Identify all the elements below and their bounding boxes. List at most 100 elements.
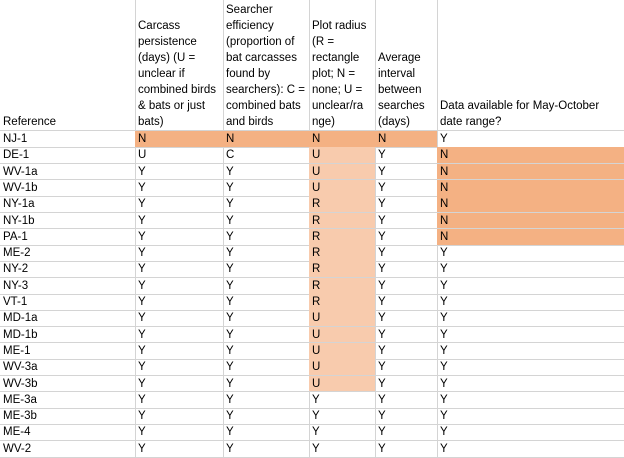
- data-available-cell[interactable]: Y: [440, 426, 448, 439]
- average-interval-cell[interactable]: Y: [378, 410, 386, 423]
- average-interval-cell[interactable]: Y: [378, 393, 386, 406]
- searcher-efficiency-cell[interactable]: Y: [226, 247, 234, 260]
- data-available-cell[interactable]: Y: [440, 361, 448, 374]
- data-available-cell[interactable]: N: [437, 179, 624, 197]
- searcher-efficiency-cell[interactable]: Y: [226, 279, 234, 292]
- plot-radius-cell[interactable]: U: [309, 326, 375, 343]
- average-interval-cell[interactable]: Y: [378, 198, 386, 211]
- plot-radius-cell[interactable]: N: [309, 131, 375, 148]
- plot-radius-cell[interactable]: Y: [312, 410, 320, 423]
- plot-radius-cell[interactable]: U: [309, 163, 375, 180]
- reference-cell[interactable]: WV-1b: [3, 181, 38, 194]
- average-interval-cell[interactable]: Y: [378, 328, 386, 341]
- data-available-cell[interactable]: Y: [440, 312, 448, 325]
- plot-radius-cell[interactable]: R: [309, 228, 375, 246]
- plot-radius-cell[interactable]: R: [309, 277, 375, 294]
- searcher-efficiency-cell[interactable]: Y: [226, 214, 234, 227]
- average-interval-cell[interactable]: Y: [378, 377, 386, 390]
- reference-cell[interactable]: PA-1: [3, 230, 28, 243]
- carcass-persistence-cell[interactable]: Y: [138, 247, 146, 260]
- searcher-efficiency-cell[interactable]: N: [223, 131, 309, 148]
- carcass-persistence-cell[interactable]: Y: [138, 426, 146, 439]
- searcher-efficiency-cell[interactable]: Y: [226, 181, 234, 194]
- average-interval-cell[interactable]: Y: [378, 230, 386, 243]
- searcher-efficiency-cell[interactable]: Y: [226, 198, 234, 211]
- average-interval-cell[interactable]: Y: [378, 279, 386, 292]
- carcass-persistence-cell[interactable]: Y: [138, 279, 146, 292]
- average-interval-cell[interactable]: Y: [378, 344, 386, 357]
- average-interval-cell[interactable]: Y: [378, 165, 386, 178]
- data-available-cell[interactable]: Y: [440, 393, 448, 406]
- plot-radius-cell[interactable]: R: [309, 261, 375, 278]
- header-plot-radius-cell[interactable]: Plot radius (R = rectangle plot; N = non…: [309, 0, 375, 130]
- data-available-cell[interactable]: Y: [440, 410, 448, 423]
- average-interval-cell[interactable]: Y: [378, 442, 386, 455]
- plot-radius-cell[interactable]: U: [309, 179, 375, 197]
- data-available-cell[interactable]: Y: [440, 377, 448, 390]
- average-interval-cell[interactable]: Y: [378, 214, 386, 227]
- header-searcher-efficiency-cell[interactable]: Searcher efficiency (proportion of bat c…: [223, 0, 309, 130]
- reference-cell[interactable]: NY-2: [3, 263, 29, 276]
- carcass-persistence-cell[interactable]: Y: [138, 296, 146, 308]
- reference-cell[interactable]: NY-1a: [3, 198, 35, 211]
- plot-radius-cell[interactable]: Y: [312, 426, 320, 439]
- carcass-persistence-cell[interactable]: Y: [138, 344, 146, 357]
- reference-cell[interactable]: NY-1b: [3, 214, 35, 227]
- average-interval-cell[interactable]: Y: [378, 149, 386, 162]
- reference-cell[interactable]: ME-2: [3, 247, 31, 260]
- searcher-efficiency-cell[interactable]: Y: [226, 328, 234, 341]
- searcher-efficiency-cell[interactable]: Y: [226, 263, 234, 276]
- average-interval-cell[interactable]: Y: [378, 426, 386, 439]
- reference-cell[interactable]: WV-3b: [3, 377, 38, 390]
- average-interval-cell[interactable]: Y: [378, 247, 386, 260]
- data-available-cell[interactable]: N: [437, 212, 624, 229]
- carcass-persistence-cell[interactable]: U: [138, 149, 147, 162]
- average-interval-cell[interactable]: Y: [378, 263, 386, 276]
- header-data-available-cell[interactable]: Data available for May-October date rang…: [437, 0, 624, 130]
- header-carcass-persistence-cell[interactable]: Carcass persistence (days) (U = unclear …: [135, 0, 223, 130]
- carcass-persistence-cell[interactable]: Y: [138, 181, 146, 194]
- carcass-persistence-cell[interactable]: Y: [138, 361, 146, 374]
- searcher-efficiency-cell[interactable]: Y: [226, 361, 234, 374]
- carcass-persistence-cell[interactable]: Y: [138, 263, 146, 276]
- carcass-persistence-cell[interactable]: Y: [138, 165, 146, 178]
- plot-radius-cell[interactable]: Y: [312, 442, 320, 455]
- reference-cell[interactable]: ME-3b: [3, 410, 37, 423]
- header-average-interval-cell[interactable]: Average interval between searches (days): [375, 0, 437, 130]
- searcher-efficiency-cell[interactable]: Y: [226, 344, 234, 357]
- plot-radius-cell[interactable]: Y: [312, 393, 320, 406]
- plot-radius-cell[interactable]: R: [309, 294, 375, 311]
- average-interval-cell[interactable]: N: [375, 131, 437, 148]
- searcher-efficiency-cell[interactable]: Y: [226, 377, 234, 390]
- searcher-efficiency-cell[interactable]: Y: [226, 393, 234, 406]
- plot-radius-cell[interactable]: U: [309, 147, 375, 164]
- searcher-efficiency-cell[interactable]: Y: [226, 165, 234, 178]
- reference-cell[interactable]: MD-1a: [3, 312, 38, 325]
- average-interval-cell[interactable]: Y: [378, 296, 386, 308]
- data-available-cell[interactable]: N: [437, 163, 624, 180]
- reference-cell[interactable]: MD-1b: [3, 328, 38, 341]
- reference-cell[interactable]: VT-1: [3, 296, 28, 308]
- searcher-efficiency-cell[interactable]: Y: [226, 230, 234, 243]
- searcher-efficiency-cell[interactable]: Y: [226, 296, 234, 308]
- reference-cell[interactable]: NY-3: [3, 279, 29, 292]
- reference-cell[interactable]: WV-1a: [3, 165, 38, 178]
- header-reference-cell[interactable]: Reference: [0, 0, 135, 130]
- searcher-efficiency-cell[interactable]: Y: [226, 442, 234, 455]
- data-available-cell[interactable]: Y: [440, 279, 448, 292]
- carcass-persistence-cell[interactable]: N: [135, 131, 223, 148]
- plot-radius-cell[interactable]: R: [309, 196, 375, 213]
- data-available-cell[interactable]: N: [437, 147, 624, 164]
- average-interval-cell[interactable]: Y: [378, 312, 386, 325]
- searcher-efficiency-cell[interactable]: Y: [226, 410, 234, 423]
- carcass-persistence-cell[interactable]: Y: [138, 410, 146, 423]
- plot-radius-cell[interactable]: U: [309, 310, 375, 327]
- carcass-persistence-cell[interactable]: Y: [138, 230, 146, 243]
- carcass-persistence-cell[interactable]: Y: [138, 393, 146, 406]
- carcass-persistence-cell[interactable]: Y: [138, 328, 146, 341]
- data-available-cell[interactable]: Y: [440, 442, 448, 455]
- data-available-cell[interactable]: N: [437, 196, 624, 213]
- average-interval-cell[interactable]: Y: [378, 361, 386, 374]
- carcass-persistence-cell[interactable]: Y: [138, 198, 146, 211]
- data-available-cell[interactable]: Y: [440, 247, 448, 260]
